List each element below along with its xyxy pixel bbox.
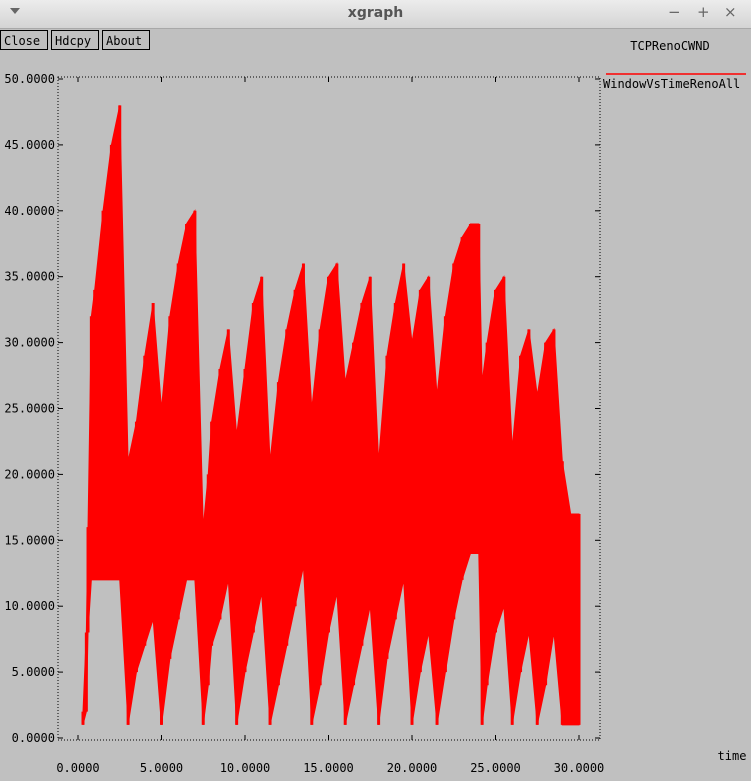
y-tick-label: 30.0000 (4, 336, 55, 350)
y-tick-label: 50.0000 (4, 72, 55, 86)
y-axis: 0.0000 5.0000 10.0000 15.0000 20.0000 25.0000… (4, 72, 600, 745)
y-tick-label: 25.0000 (4, 402, 55, 416)
x-tick-label: 25.0000 (470, 761, 521, 775)
x-tick-label: 5.0000 (140, 761, 183, 775)
y-tick-label: 35.0000 (4, 270, 55, 284)
x-tick-label: 30.0000 (554, 761, 605, 775)
chart-title: TCPRenoCWND (630, 39, 709, 53)
y-tick-label: 10.0000 (4, 599, 55, 613)
y-tick-label: 5.0000 (12, 665, 55, 679)
y-tick-label: 0.0000 (12, 731, 55, 745)
close-window-icon[interactable]: × (724, 3, 737, 21)
y-tick-label: 40.0000 (4, 204, 55, 218)
window-title: xgraph (347, 5, 404, 21)
y-tick-label: 15.0000 (4, 533, 55, 547)
window-menu-icon[interactable] (10, 8, 20, 14)
x-axis: 0.0000 5.0000 10.0000 15.0000 20.0000 25.0000… (56, 77, 604, 775)
about-button[interactable]: About (102, 30, 150, 50)
x-tick-label: 20.0000 (387, 761, 438, 775)
legend-label: WindowVsTimeRenoAll (603, 77, 740, 91)
close-button[interactable]: Close (0, 30, 48, 50)
hdcpy-button[interactable]: Hdcpy (51, 30, 99, 50)
y-tick-label: 20.0000 (4, 467, 55, 481)
x-tick-label: 15.0000 (303, 761, 354, 775)
x-tick-label: 10.0000 (220, 761, 271, 775)
minimize-icon[interactable]: − (668, 3, 681, 21)
x-tick-label: 0.0000 (56, 761, 99, 775)
y-tick-label: 45.0000 (4, 138, 55, 152)
maximize-icon[interactable]: + (697, 3, 710, 21)
series-windowvstimerenoall (81, 105, 581, 726)
title-bar[interactable]: xgraph − + × (0, 0, 751, 29)
x-axis-label: time (718, 749, 747, 763)
